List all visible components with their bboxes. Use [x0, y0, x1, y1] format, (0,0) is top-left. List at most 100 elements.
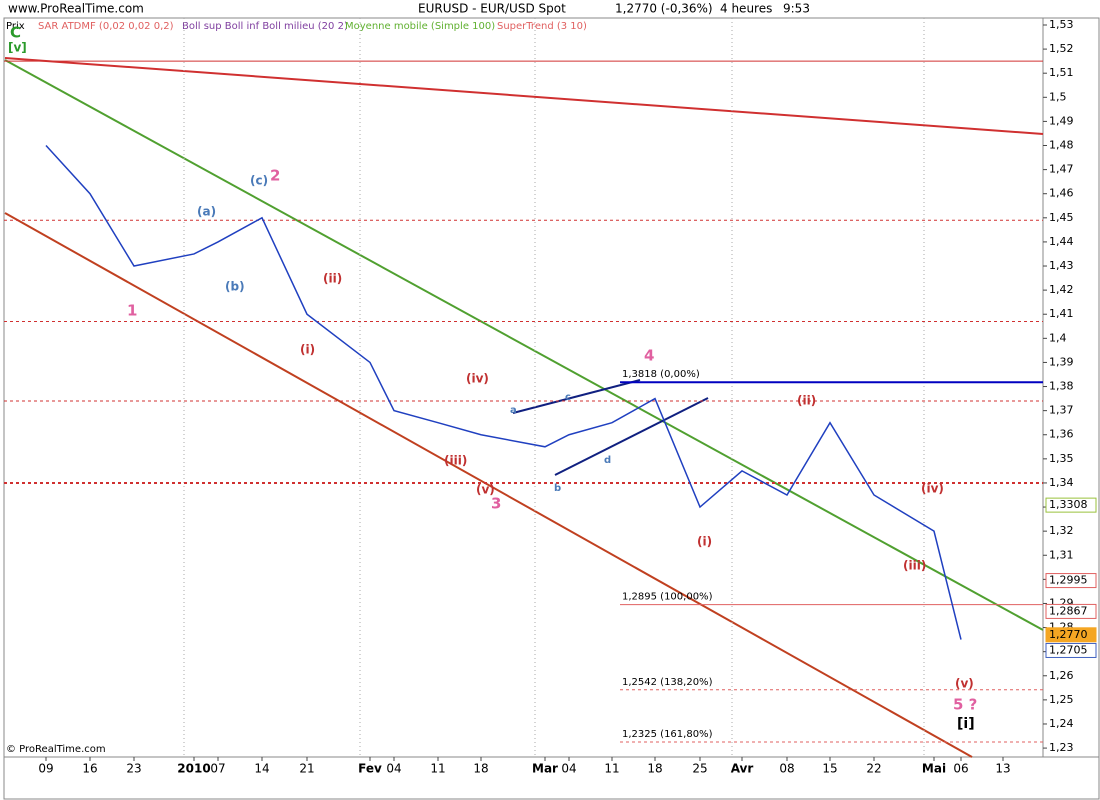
instrument: EURUSD - EUR/USD Spot: [418, 2, 566, 16]
y-tick-label: 1,52: [1049, 42, 1074, 55]
triangle-line: [512, 379, 641, 414]
fib-label: 1,3818 (0,00%): [622, 369, 700, 380]
price-tag: [1045, 497, 1097, 513]
x-tick-label: 13: [995, 762, 1010, 776]
x-tick-label: 2010: [177, 762, 210, 776]
y-tick-label: 1,23: [1049, 741, 1074, 754]
x-axis-panel: [3, 756, 1100, 800]
x-tick-label: Mar: [532, 762, 558, 776]
x-tick-label: 23: [126, 762, 141, 776]
y-tick-label: 1,44: [1049, 235, 1074, 248]
wave-label: c: [565, 392, 571, 403]
x-tick-label: 14: [254, 762, 269, 776]
trend-line: [4, 212, 973, 758]
y-tick-label: 1,34: [1049, 476, 1074, 489]
x-tick-label: Fev: [358, 762, 382, 776]
wave-label: 4: [644, 347, 654, 365]
price-tag-label: 1,2995: [1049, 574, 1088, 587]
y-tick-label: 1,49: [1049, 114, 1074, 127]
x-tick-label: 04: [386, 762, 401, 776]
price-line: [45, 144, 962, 640]
x-tick-label: 16: [82, 762, 97, 776]
site: www.ProRealTime.com: [8, 2, 144, 16]
x-tick-label: 15: [822, 762, 837, 776]
x-tick-label: 09: [38, 762, 53, 776]
wave-label: 3: [491, 495, 501, 513]
price-tag-label: 1,2770: [1049, 628, 1088, 641]
wave-label: (c): [250, 174, 268, 188]
y-tick-label: 1,39: [1049, 355, 1074, 368]
wave-labels: C [v] (c) 2 (a) (b) 1 (ii) (i) (iv) (iii…: [8, 24, 977, 733]
wave-label: d: [604, 455, 611, 466]
x-tick-label: 04: [561, 762, 576, 776]
y-tick-label: 1,38: [1049, 380, 1074, 393]
y-tick-label: 1,26: [1049, 669, 1074, 682]
y-tick-label: 1,35: [1049, 452, 1074, 465]
price-tag-label: 1,3308: [1049, 498, 1088, 511]
wave-label: (iv): [466, 372, 489, 386]
fib-label: 1,2895 (100,00%): [622, 592, 713, 603]
x-tick-label: Avr: [731, 762, 754, 776]
y-tick-label: 1,32: [1049, 524, 1074, 537]
wave-label: C: [10, 24, 21, 42]
x-tick-label: 18: [473, 762, 488, 776]
trend-line: [4, 59, 1044, 631]
indicator-legend: SAR ATDMF (0,02 0,02 0,2) Boll sup Boll i…: [38, 21, 587, 32]
x-tick-label: 06: [953, 762, 968, 776]
x-tick-label: 11: [604, 762, 619, 776]
wave-label: (iii): [444, 454, 467, 468]
wave-label: [v]: [8, 41, 27, 55]
y-tick-label: 1,46: [1049, 187, 1074, 200]
x-tick-label: Mai: [922, 762, 946, 776]
x-tick-label: 22: [866, 762, 881, 776]
y-tick-label: 1,53: [1049, 18, 1074, 31]
price-tag: [1045, 573, 1097, 589]
x-tick-label: 08: [779, 762, 794, 776]
y-tick-label: 1,24: [1049, 717, 1074, 730]
time: 9:53: [783, 2, 810, 16]
copyright: © ProRealTime.com: [6, 744, 106, 755]
wave-label: (ii): [797, 394, 816, 408]
wave-label: 2: [270, 167, 280, 185]
y-tick-label: 1,48: [1049, 139, 1074, 152]
y-tick-label: 1,41: [1049, 307, 1074, 320]
wave-label: (v): [476, 483, 495, 497]
price-tag: [1045, 603, 1097, 619]
y-tick-label: 1,42: [1049, 283, 1074, 296]
triangle-line: [554, 397, 709, 476]
wave-label: (v): [955, 677, 974, 691]
trend-line: [4, 57, 1044, 135]
wave-label: [i]: [957, 716, 975, 732]
x-tick-label: 21: [299, 762, 314, 776]
price-tag: [1045, 642, 1097, 658]
y-tick-label: 1,5: [1049, 90, 1067, 103]
wave-label: (i): [697, 535, 712, 549]
y-tick-label: 1,43: [1049, 259, 1074, 272]
y-tick-label: 1,36: [1049, 428, 1074, 441]
plot-frame: [3, 17, 1044, 758]
x-tick-label: 18: [647, 762, 662, 776]
fib-label: 1,2325 (161,80%): [622, 729, 713, 740]
y-tick-label: 1,37: [1049, 404, 1074, 417]
y-axis-title: Prix: [6, 21, 25, 32]
x-tick-label: 07: [210, 762, 225, 776]
indicator-label: Boll sup Boll inf Boll milieu (20 2): [182, 21, 348, 32]
indicator-label: SAR ATDMF (0,02 0,02 0,2): [38, 21, 174, 32]
indicator-label: Moyenne mobile (Simple 100): [345, 21, 495, 32]
wave-label: a: [510, 405, 517, 416]
wave-label: 5 ?: [953, 696, 977, 714]
wave-label: (ii): [323, 272, 342, 286]
indicator-label: SuperTrend (3 10): [497, 21, 587, 32]
wave-label: (a): [197, 205, 216, 219]
plot: 1,3818 (0,00%) 1,2895 (100,00%) 1,2542 (13…: [4, 18, 1047, 761]
fib-label: 1,2542 (138,20%): [622, 677, 713, 688]
wave-label: (i): [300, 343, 315, 357]
y-tick-label: 1,45: [1049, 211, 1074, 224]
wave-label: (iv): [921, 482, 944, 496]
price-tag: [1045, 627, 1097, 643]
y-tick-label: 1,25: [1049, 693, 1074, 706]
y-tick-label: 1,47: [1049, 163, 1074, 176]
y-tick-label: 1,31: [1049, 548, 1074, 561]
